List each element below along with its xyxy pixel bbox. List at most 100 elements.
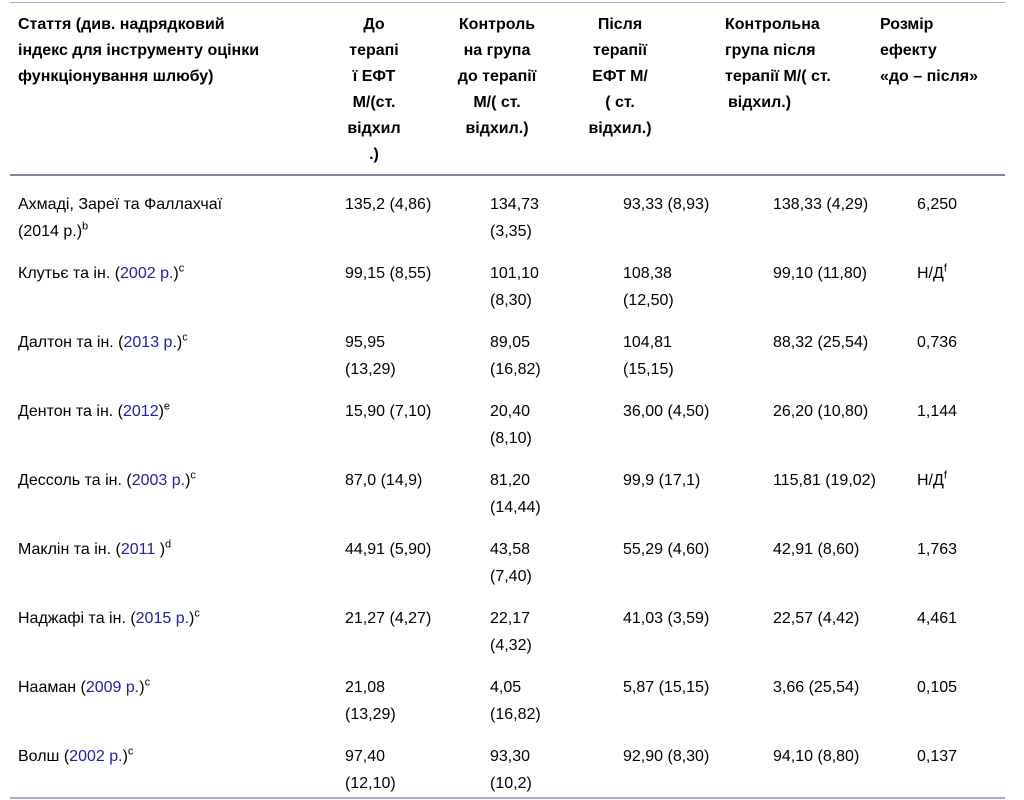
value-text: 43,58 (7,40) [490,541,532,585]
table-row: Наджафі та ін. (2015 р.)c 21,27 (4,27) 2… [10,590,1005,659]
article-superscript: c [178,262,185,275]
value-text: 41,03 (3,59) [623,610,710,627]
value-cell: 26,20 (10,80) [725,383,880,452]
article-year-link[interactable]: 2011 [120,541,156,558]
article-cell: Маклін та ін. (2011 )d [10,521,337,590]
value-cell: 55,29 (4,60) [575,521,725,590]
article-cell: Дентон та ін. (2012)e [10,383,337,452]
article-cell: Наджафі та ін. (2015 р.)c [10,590,337,659]
column-header-control-post: Контрольна група після терапії М/( ст. в… [725,16,831,111]
value-text: 44,91 (5,90) [345,541,432,558]
value-text: 115,81 (19,02) [773,472,876,489]
value-text: 5,87 (15,15) [623,679,710,696]
value-cell: 1,144 [880,383,1005,452]
value-cell: 21,27 (4,27) [337,590,445,659]
value-cell: 36,00 (4,50) [575,383,725,452]
value-text: 93,30 (10,2) [490,748,532,792]
value-cell: 3,66 (25,54) [725,659,880,728]
value-text: 6,250 [917,196,958,213]
column-header-post-eft: Після терапії ЕФТ М/ ( ст. відхил.) [588,16,652,137]
article-text-post: ) [122,748,128,765]
value-cell: 43,58 (7,40) [445,521,575,590]
article-superscript: c [194,607,200,620]
article-year-link[interactable]: 2009 р. [85,679,140,696]
value-cell: Н/Дf [880,245,1005,314]
value-text: 135,2 (4,86) [345,196,432,213]
value-text: 101,10 (8,30) [490,265,539,309]
value-text: 22,17 (4,32) [490,610,532,654]
article-superscript: b [82,220,89,233]
value-cell: 15,90 (7,10) [337,383,445,452]
value-text: 88,32 (25,54) [773,334,869,351]
article-superscript: c [190,469,196,482]
article-superscript: e [163,400,171,413]
article-year-link[interactable]: 2003 р. [131,472,186,489]
value-text: 95,95 (13,29) [345,334,396,378]
value-cell: 95,95 (13,29) [337,314,445,383]
value-text: 104,81 (15,15) [623,334,674,378]
article-year-link[interactable]: 2002 р. [120,265,174,282]
article-superscript: c [182,331,188,344]
value-cell: 44,91 (5,90) [337,521,445,590]
value-cell: 0,105 [880,659,1005,728]
column-header-effect-size: Розмір ефекту «до – після» [880,16,979,85]
value-cell: 104,81 (15,15) [575,314,725,383]
value-text: 55,29 (4,60) [623,541,710,558]
value-superscript: f [943,469,947,482]
article-text: Наджафі та ін. ( [18,610,136,627]
article-text: Нааман ( [18,679,86,696]
value-cell: 99,15 (8,55) [337,245,445,314]
value-text: 92,90 (8,30) [623,748,710,765]
table-header: Стаття (див. надрядковий індекс для інст… [10,3,1005,175]
value-cell: 6,250 [880,175,1005,245]
value-text: 4,05 (16,82) [490,679,541,723]
value-text: 89,05 (16,82) [490,334,541,378]
value-text: 15,90 (7,10) [345,403,432,420]
value-text: 87,0 (14,9) [345,472,423,489]
value-text: 97,40 (12,10) [345,748,396,792]
value-cell: 4,461 [880,590,1005,659]
value-cell: 21,08 (13,29) [337,659,445,728]
value-text: 0,137 [917,748,958,765]
value-cell: 138,33 (4,29) [725,175,880,245]
value-cell: 99,10 (11,80) [725,245,880,314]
article-cell: Клутьє та ін. (2002 р.)c [10,245,337,314]
value-cell: 42,91 (8,60) [725,521,880,590]
value-text: 42,91 (8,60) [773,541,860,558]
value-cell: 99,9 (17,1) [575,452,725,521]
article-text-post: ) [185,472,191,489]
value-text: 99,9 (17,1) [623,472,701,489]
article-year-link[interactable]: 2013 р. [123,334,177,351]
value-superscript: f [943,262,947,275]
value-cell: 41,03 (3,59) [575,590,725,659]
article-year-link[interactable]: 2012 [123,403,159,420]
article-cell: Ахмаді, Зареї та Фаллахчаї (2014 р.)b [10,175,337,245]
value-text: 3,66 (25,54) [773,679,860,696]
value-cell: 22,57 (4,42) [725,590,880,659]
value-text: Н/Д [917,472,944,489]
article-superscript: c [127,745,134,758]
value-text: 21,08 (13,29) [345,679,396,723]
article-cell: Нааман (2009 р.)c [10,659,337,728]
article-year-link[interactable]: 2002 р. [69,748,123,765]
value-text: 93,33 (8,93) [623,196,710,213]
article-text-post: ) [155,541,166,558]
value-cell: 87,0 (14,9) [337,452,445,521]
value-cell: 93,33 (8,93) [575,175,725,245]
value-text: 36,00 (4,50) [623,403,710,420]
value-cell: 97,40 (12,10) [337,728,445,798]
article-year-link[interactable]: 2015 р. [135,610,190,627]
article-cell: Дессоль та ін. (2003 р.)c [10,452,337,521]
value-text: 108,38 (12,50) [623,265,674,309]
value-text: 21,27 (4,27) [345,610,432,627]
table-row: Дессоль та ін. (2003 р.)c 87,0 (14,9) 81… [10,452,1005,521]
value-text: 20,40 (8,10) [490,403,532,447]
value-cell: 1,763 [880,521,1005,590]
table-row: Ахмаді, Зареї та Фаллахчаї (2014 р.)b 13… [10,175,1005,245]
value-cell: 5,87 (15,15) [575,659,725,728]
article-cell: Волш (2002 р.)c [10,728,337,798]
header-row: Стаття (див. надрядковий індекс для інст… [10,3,1005,175]
article-text: Дессоль та ін. ( [18,472,132,489]
table-body: Ахмаді, Зареї та Фаллахчаї (2014 р.)b 13… [10,175,1005,798]
value-text: 99,10 (11,80) [773,265,867,282]
